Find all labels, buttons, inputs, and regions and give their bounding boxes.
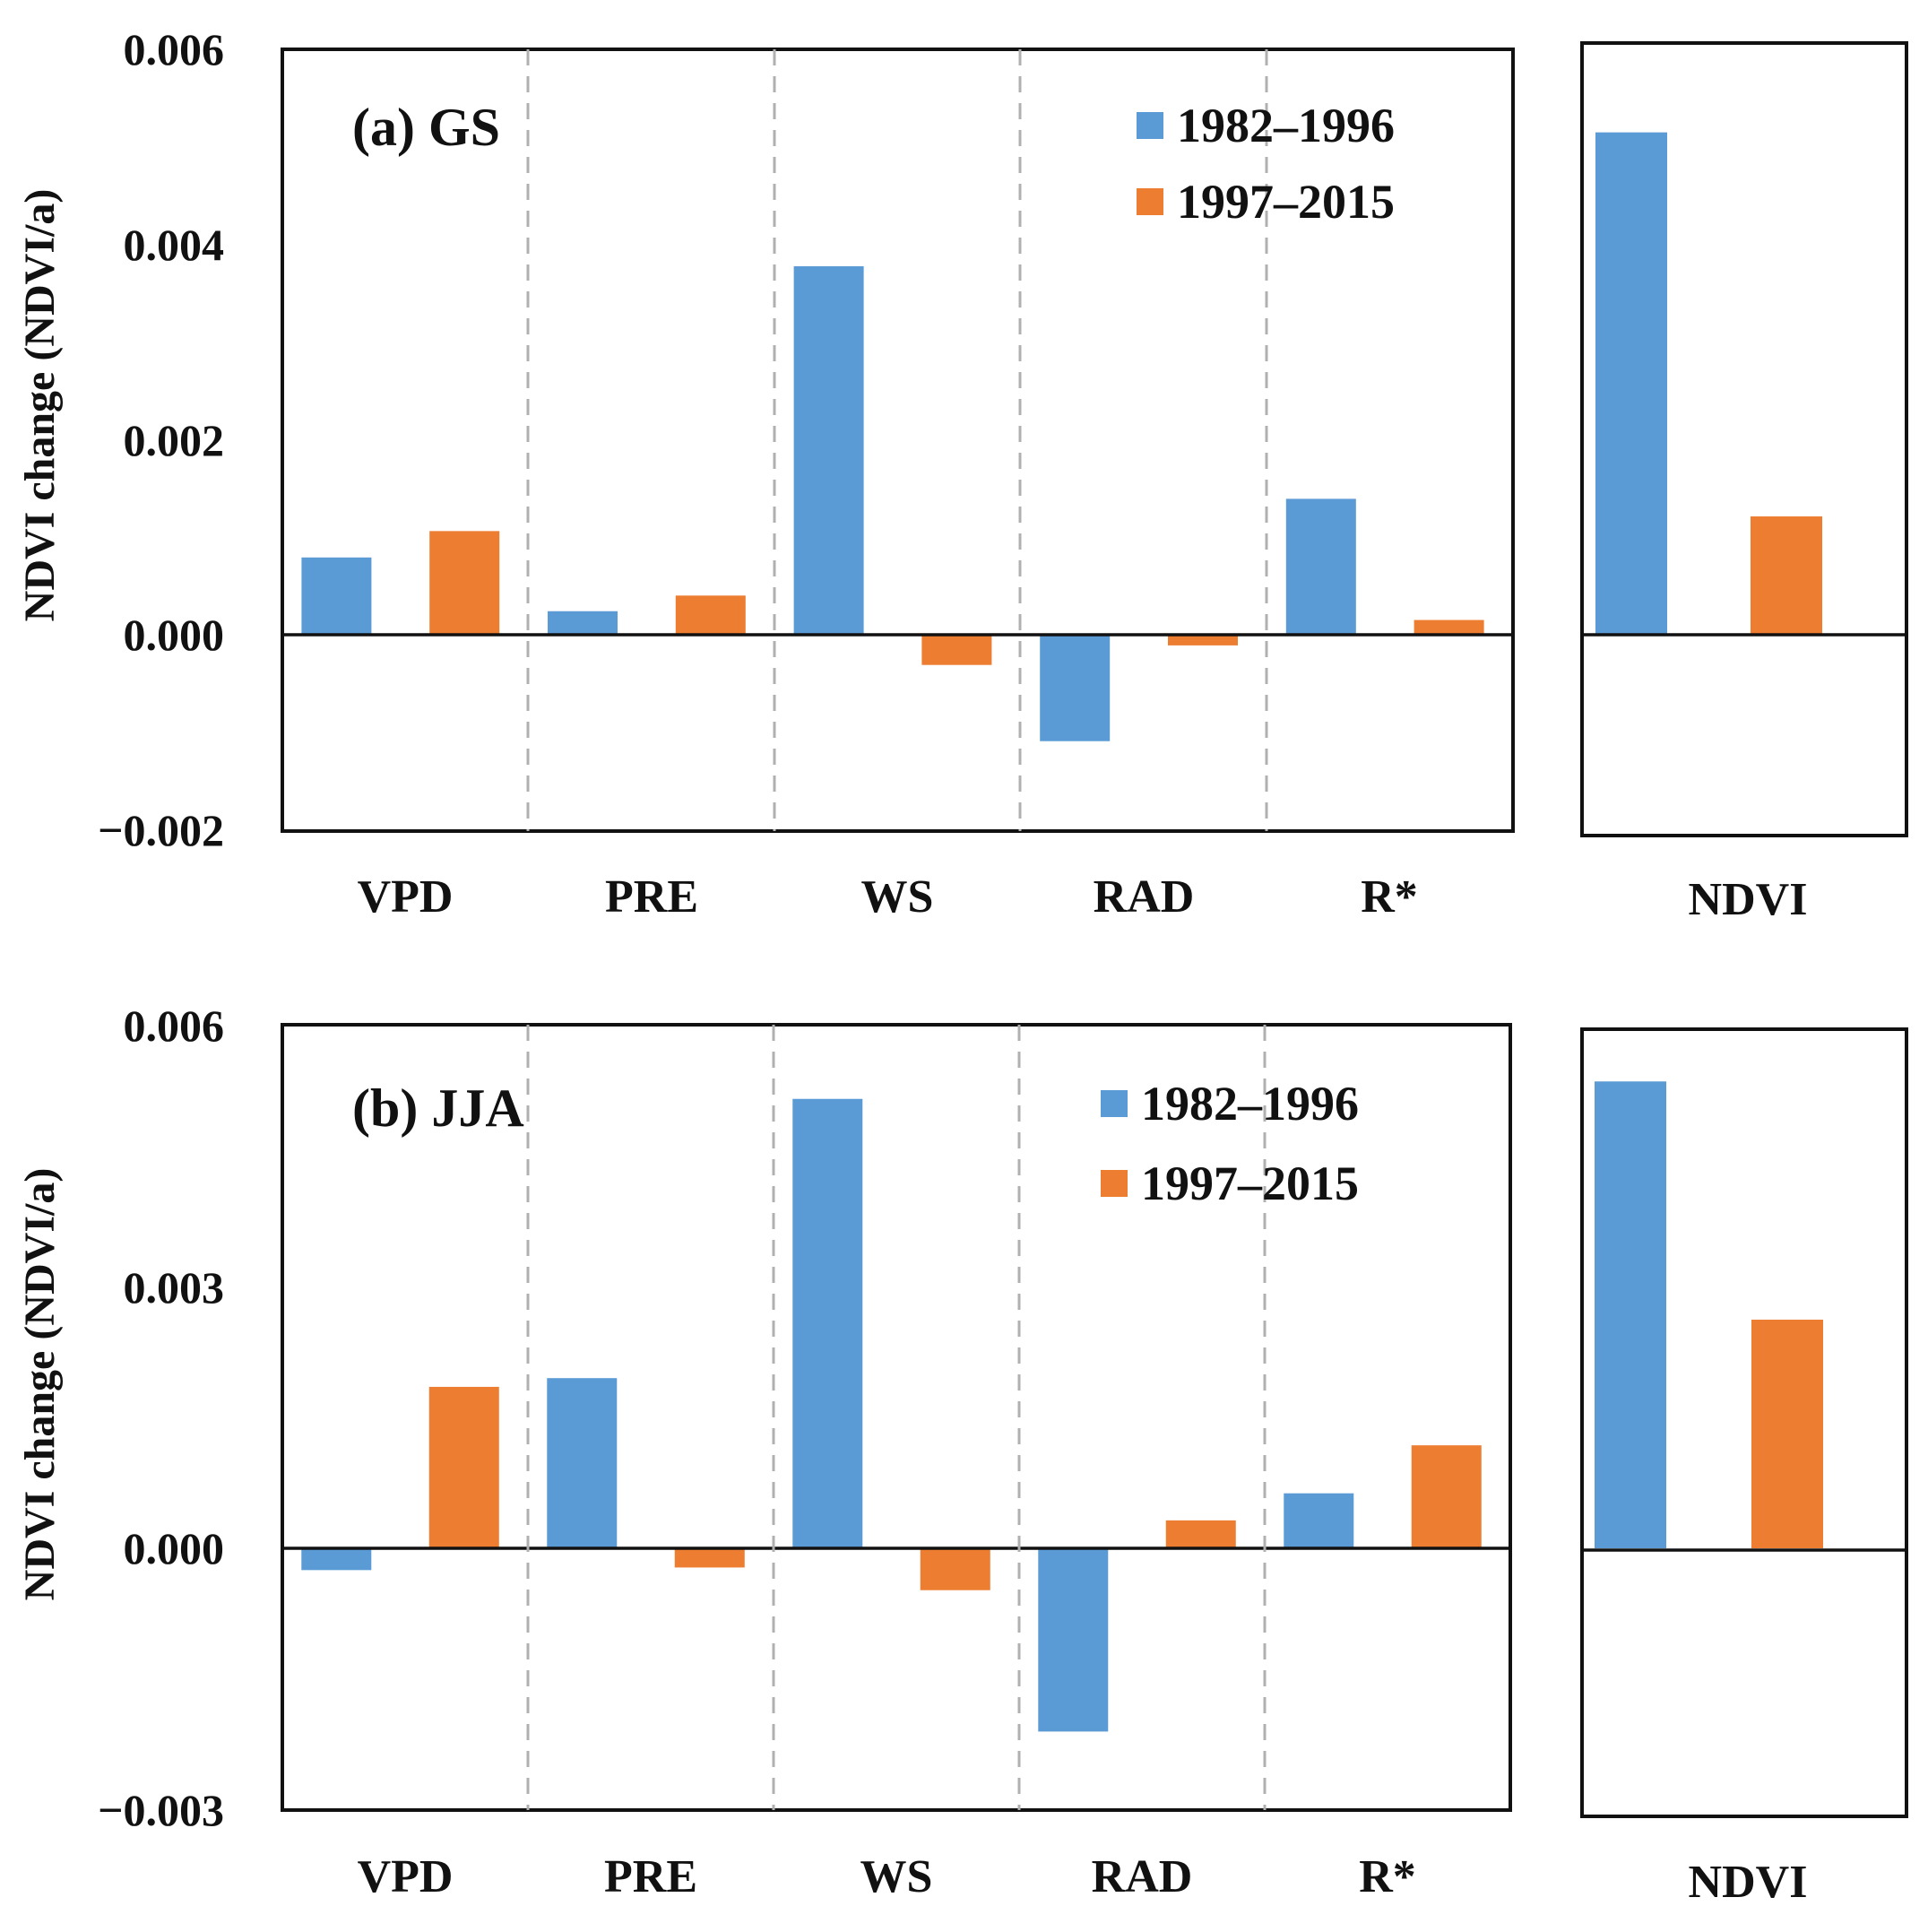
bars-group xyxy=(301,265,1484,741)
y-tick-label: 0.006 xyxy=(124,1001,225,1051)
y-tick-label: 0.002 xyxy=(124,415,225,465)
bar-vpd-1997-2015 xyxy=(428,1386,499,1548)
y-tick-label: 0.000 xyxy=(124,610,225,660)
category-dividers xyxy=(526,49,1268,831)
side-bar-ndvi-1997-2015 xyxy=(1751,516,1822,636)
bar-rstar-1997-2015 xyxy=(1414,619,1484,636)
category-label: VPD xyxy=(358,871,454,923)
legend-swatch-1997-2015 xyxy=(1137,188,1163,215)
bar-rstar-1982-1996 xyxy=(1285,498,1356,636)
side-bars-group xyxy=(1595,132,1822,636)
side-bars-group xyxy=(1595,1081,1823,1548)
y-tick-label: 0.004 xyxy=(124,220,225,270)
side-bar-ndvi-1982-1996 xyxy=(1595,132,1667,636)
category-label: PRE xyxy=(604,1851,697,1902)
bars-group xyxy=(301,1098,1482,1732)
bar-pre-1982-1996 xyxy=(547,1378,618,1548)
bar-ws-1982-1996 xyxy=(792,1098,863,1548)
legend-label: 1997–2015 xyxy=(1177,175,1395,229)
bar-ws-1982-1996 xyxy=(793,265,864,636)
bar-vpd-1997-2015 xyxy=(429,531,500,636)
bar-rad-1982-1996 xyxy=(1040,636,1111,741)
legend-swatch-1997-2015 xyxy=(1101,1170,1128,1197)
y-tick-label: 0.003 xyxy=(124,1262,225,1313)
side-panel-frame xyxy=(1580,41,1908,837)
y-axis-label: NDVI change (NDVI/a) xyxy=(16,189,64,622)
legend: 1982–1996 1997–2015 xyxy=(1101,1077,1359,1210)
legend-label: 1982–1996 xyxy=(1177,99,1395,152)
bar-vpd-1982-1996 xyxy=(301,557,372,636)
category-label: R* xyxy=(1361,871,1418,923)
plot-frame xyxy=(281,48,1515,833)
category-dividers xyxy=(526,1025,1267,1810)
bar-rstar-1982-1996 xyxy=(1284,1493,1354,1548)
bar-rad-1982-1996 xyxy=(1038,1548,1109,1732)
category-label: RAD xyxy=(1092,1851,1193,1902)
category-label: R* xyxy=(1359,1851,1416,1902)
panel-title: (b) JJA xyxy=(352,1079,524,1138)
plot-frame xyxy=(281,1023,1512,1812)
bar-pre-1997-2015 xyxy=(675,595,746,636)
bar-rstar-1997-2015 xyxy=(1411,1445,1482,1548)
y-tick-label: −0.002 xyxy=(98,805,224,855)
bar-rad-1997-2015 xyxy=(1165,1520,1236,1548)
bar-pre-1997-2015 xyxy=(674,1548,745,1568)
side-panel-frame xyxy=(1580,1027,1908,1818)
side-bar-ndvi-1982-1996 xyxy=(1595,1081,1666,1548)
bar-rad-1997-2015 xyxy=(1168,636,1239,645)
y-axis-label: NDVI change (NDVI/a) xyxy=(16,1168,64,1601)
legend-swatch-1982-1996 xyxy=(1137,112,1163,139)
bar-ws-1997-2015 xyxy=(921,636,992,665)
side-bar-ndvi-1997-2015 xyxy=(1751,1319,1823,1548)
legend: 1982–1996 1997–2015 xyxy=(1137,99,1395,229)
panel-b: NDVI change (NDVI/a) 0.006 0.003 0.000 −… xyxy=(16,1001,1908,1908)
panel-title: (a) GS xyxy=(352,98,500,157)
panel-a: NDVI change (NDVI/a) 0.006 0.004 0.002 0… xyxy=(16,24,1908,925)
category-label: RAD xyxy=(1094,871,1195,923)
legend-label: 1982–1996 xyxy=(1141,1077,1359,1131)
bar-ws-1997-2015 xyxy=(920,1548,990,1590)
category-label: WS xyxy=(860,1851,933,1902)
side-category-label: NDVI xyxy=(1689,1857,1808,1908)
bar-pre-1982-1996 xyxy=(548,611,618,636)
y-tick-label: 0.000 xyxy=(124,1523,225,1573)
y-tick-label: −0.003 xyxy=(98,1785,224,1835)
category-label: VPD xyxy=(358,1851,454,1902)
legend-label: 1997–2015 xyxy=(1141,1157,1359,1210)
legend-swatch-1982-1996 xyxy=(1101,1090,1128,1117)
side-category-label: NDVI xyxy=(1689,874,1808,925)
bar-vpd-1982-1996 xyxy=(301,1548,372,1571)
y-tick-label: 0.006 xyxy=(124,24,225,74)
category-label: WS xyxy=(861,871,934,923)
category-label: PRE xyxy=(605,871,698,923)
